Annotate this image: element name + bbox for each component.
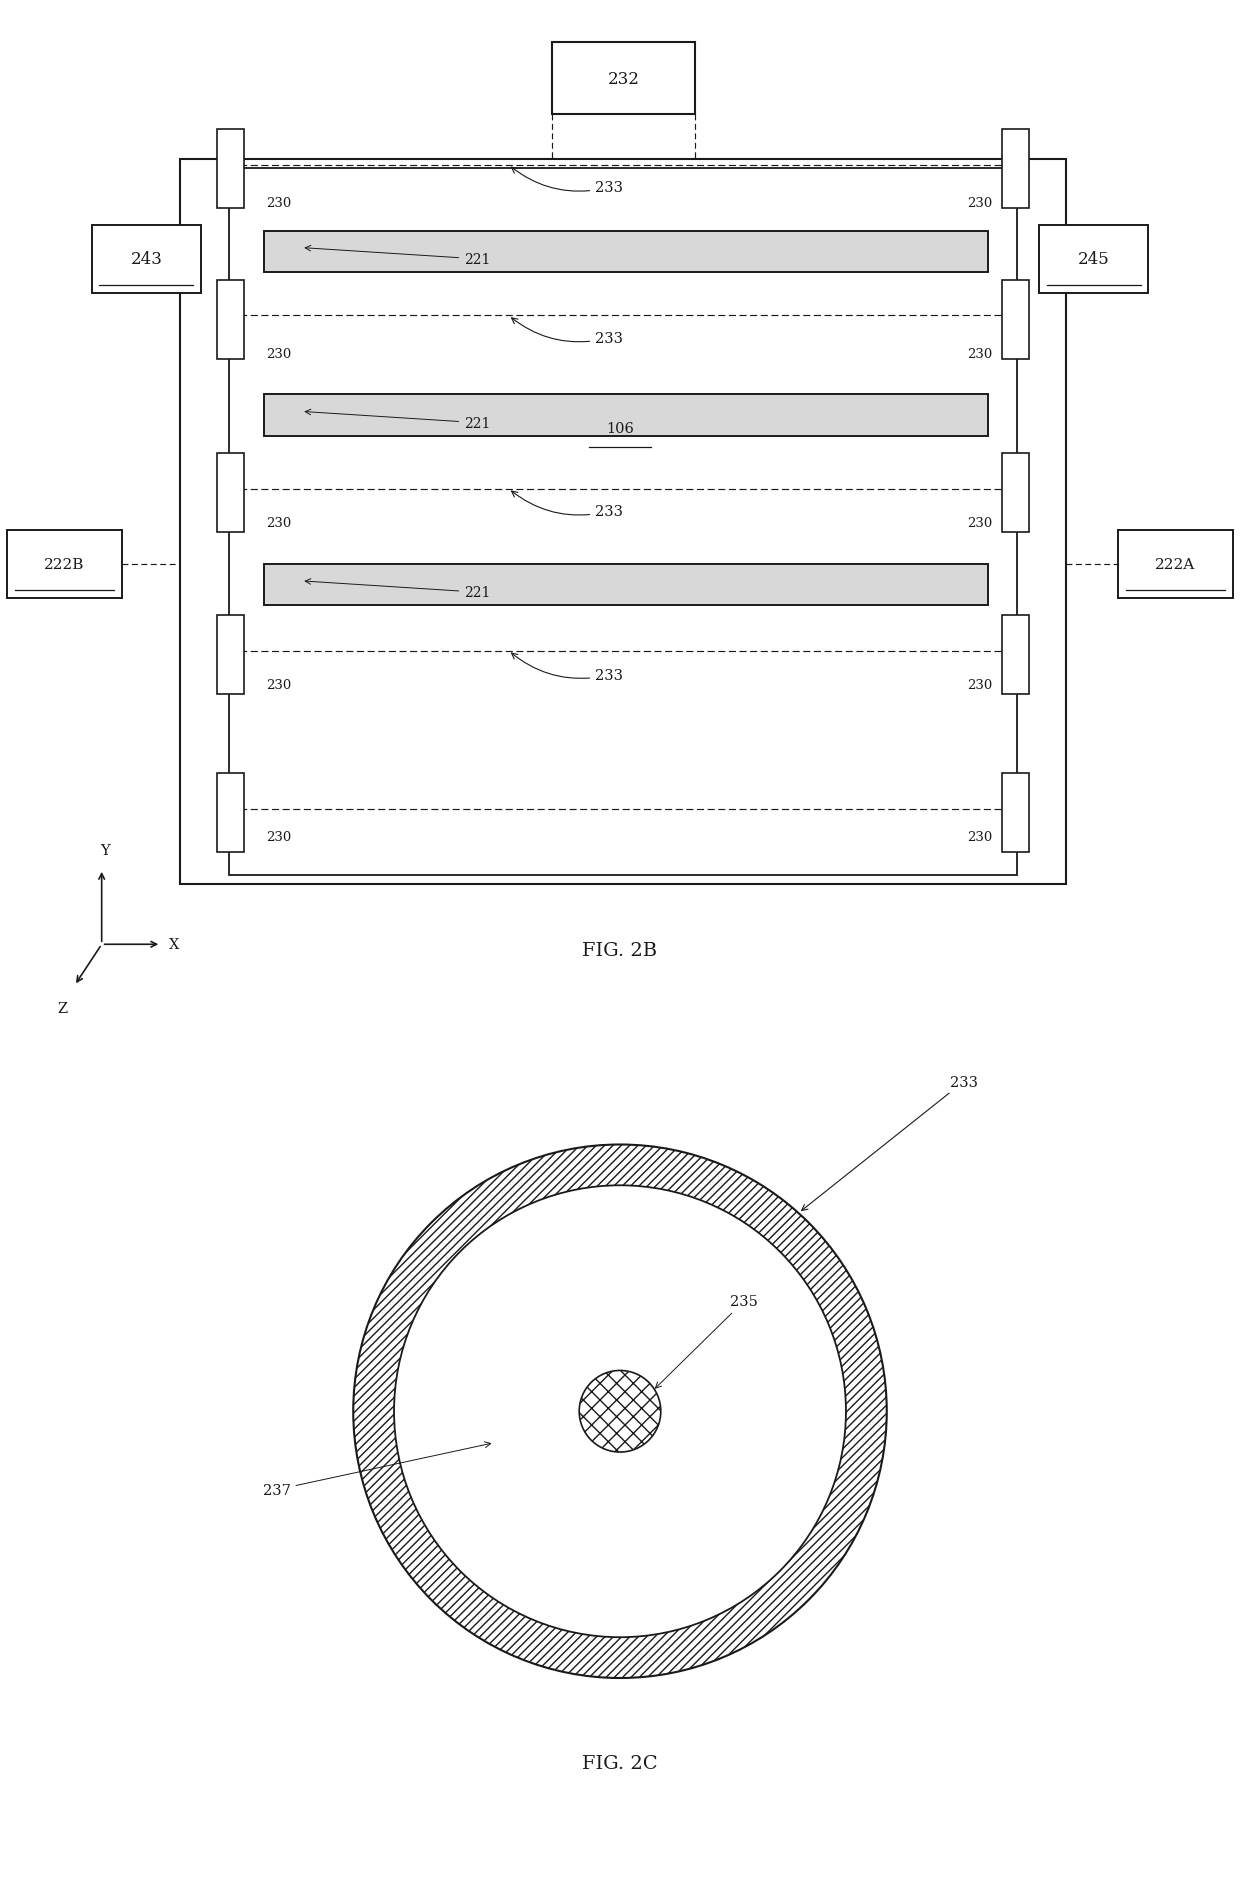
Bar [1039,226,1148,294]
Bar [217,774,244,853]
Text: 235: 235 [656,1295,758,1389]
Bar [264,231,988,273]
Text: 230: 230 [267,348,291,359]
Bar [1002,774,1029,853]
Bar [7,531,122,598]
Text: 237: 237 [263,1442,491,1496]
Bar [1118,531,1233,598]
Circle shape [394,1186,846,1637]
Bar [217,130,244,209]
Text: 221: 221 [305,580,491,600]
Text: 230: 230 [267,518,291,529]
Bar [1002,130,1029,209]
Text: 106: 106 [606,422,634,437]
Text: 230: 230 [267,832,291,843]
Text: 222A: 222A [1156,557,1195,572]
Bar [1002,280,1029,359]
Text: 222B: 222B [45,557,84,572]
Text: Z: Z [57,1001,67,1016]
Bar [1002,615,1029,694]
Text: 233: 233 [512,653,624,683]
Text: FIG. 2B: FIG. 2B [583,941,657,960]
Text: 230: 230 [967,518,992,529]
Text: 230: 230 [967,198,992,209]
Circle shape [353,1144,887,1679]
Text: 230: 230 [267,198,291,209]
Text: 230: 230 [967,679,992,691]
Bar [264,565,988,606]
Bar [180,160,1066,885]
Bar [92,226,201,294]
Text: 233: 233 [512,318,624,346]
Text: Y: Y [100,843,110,858]
Text: 245: 245 [1078,250,1110,269]
Text: 230: 230 [267,679,291,691]
Text: FIG. 2C: FIG. 2C [583,1754,657,1771]
Text: 243: 243 [130,250,162,269]
Bar [217,280,244,359]
Bar [229,169,1017,875]
Text: 232: 232 [608,70,640,88]
Text: X: X [169,937,179,952]
Text: 221: 221 [305,247,491,267]
Bar [264,395,988,437]
Text: 233: 233 [801,1075,977,1210]
Text: 233: 233 [512,491,624,519]
Circle shape [579,1370,661,1453]
Text: 221: 221 [305,410,491,431]
Text: 230: 230 [967,832,992,843]
Bar [1002,454,1029,533]
Text: 233: 233 [512,167,624,196]
Bar [552,43,694,115]
Bar [217,615,244,694]
Text: 230: 230 [967,348,992,359]
Bar [217,454,244,533]
